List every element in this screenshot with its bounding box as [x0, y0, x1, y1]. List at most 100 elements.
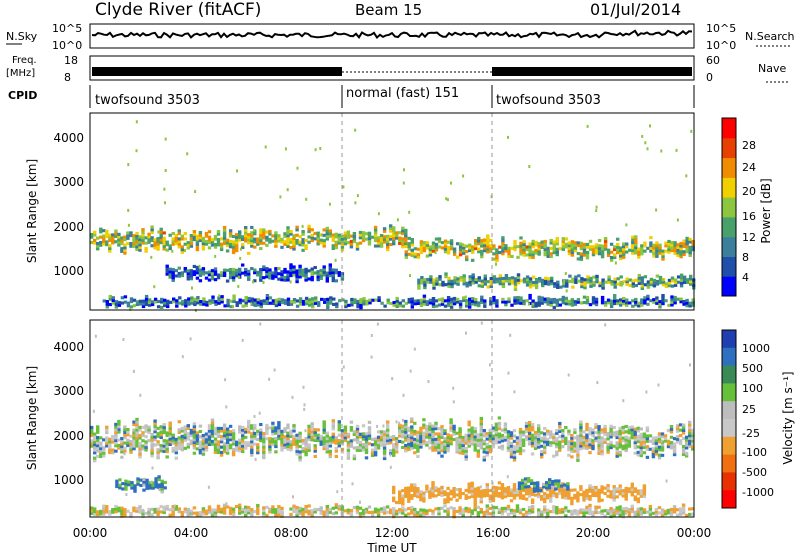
- heatmap-cell: [540, 510, 544, 514]
- heatmap-cell: [618, 440, 622, 444]
- heatmap-cell: [186, 445, 190, 449]
- heatmap-cell: [616, 302, 620, 306]
- heatmap-cell: [682, 252, 686, 256]
- heatmap-cell: [192, 270, 197, 274]
- heatmap-cell: [664, 299, 668, 303]
- heatmap-cell: [452, 430, 456, 434]
- heatmap-cell: [579, 420, 583, 424]
- heatmap-cell: [307, 432, 311, 436]
- heatmap-cell: [111, 448, 115, 452]
- heatmap-cell: [126, 236, 130, 240]
- heatmap-cell: [265, 437, 269, 441]
- heatmap-cell: [138, 507, 142, 511]
- heatmap-cell: [630, 428, 634, 432]
- heatmap-cell: [630, 482, 634, 486]
- heatmap-cell: [166, 305, 170, 309]
- heatmap-cell: [473, 448, 477, 452]
- heatmap-cell: [594, 491, 598, 495]
- heatmap-cell: [274, 442, 278, 446]
- heatmap-cell: [679, 241, 683, 245]
- heatmap-cell: [153, 300, 158, 304]
- xtick-1600: 16:00: [476, 526, 511, 540]
- heatmap-cell: [561, 490, 565, 494]
- heatmap-cell: [108, 451, 112, 455]
- vel-cbtick-m100: -100: [742, 446, 767, 459]
- heatmap-cell: [268, 437, 272, 441]
- heatmap-cell: [682, 300, 686, 304]
- heatmap-cell: [183, 430, 187, 434]
- heatmap-cell: [467, 436, 471, 440]
- date-title: 01/Jul/2014: [590, 0, 681, 19]
- heatmap-cell: [585, 436, 589, 440]
- heatmap-cell: [268, 447, 272, 451]
- heatmap-cell: [621, 444, 625, 448]
- heatmap-cell: [646, 297, 650, 301]
- heatmap-cell: [516, 278, 521, 282]
- heatmap-cell: [570, 455, 574, 459]
- heatmap-speckle: [207, 485, 210, 489]
- heatmap-cell: [531, 255, 535, 259]
- heatmap-cell: [530, 428, 535, 432]
- heatmap-cell: [165, 272, 169, 276]
- heatmap-speckle: [675, 148, 678, 152]
- x-axis-label: Time UT: [366, 541, 417, 554]
- heatmap-cell: [507, 279, 512, 283]
- heatmap-cell: [186, 442, 190, 446]
- heatmap-cell: [201, 272, 206, 276]
- heatmap-cell: [628, 278, 632, 282]
- heatmap-cell: [407, 244, 411, 248]
- heatmap-cell: [99, 441, 103, 445]
- heatmap-cell: [670, 243, 674, 247]
- heatmap-cell: [99, 243, 103, 247]
- heatmap-cell: [211, 300, 215, 304]
- heatmap-cell: [543, 500, 547, 504]
- heatmap-cell: [132, 431, 136, 435]
- heatmap-cell: [637, 304, 641, 308]
- heatmap-cell: [446, 298, 451, 302]
- heatmap-cell: [135, 439, 139, 443]
- heatmap-speckle: [646, 147, 649, 151]
- heatmap-cell: [165, 504, 169, 508]
- heatmap-cell: [129, 231, 133, 235]
- heatmap-cell: [639, 440, 643, 444]
- heatmap-cell: [444, 283, 448, 287]
- heatmap-cell: [669, 435, 674, 439]
- heatmap-cell: [413, 491, 417, 495]
- heatmap-cell: [615, 495, 619, 499]
- heatmap-cell: [120, 447, 124, 451]
- heatmap-cell: [434, 448, 438, 452]
- heatmap-cell: [464, 457, 468, 461]
- heatmap-speckle: [173, 449, 175, 453]
- heatmap-cell: [634, 235, 638, 239]
- heatmap-cell: [195, 240, 200, 244]
- heatmap-cell: [93, 443, 97, 447]
- heatmap-cell: [540, 487, 544, 491]
- heatmap-cell: [609, 443, 613, 447]
- heatmap-cell: [383, 304, 387, 308]
- heatmap-cell: [210, 269, 215, 273]
- heatmap-cell: [522, 240, 526, 244]
- heatmap-cell: [262, 450, 266, 454]
- heatmap-cell: [162, 242, 166, 246]
- heatmap-cell: [555, 508, 559, 512]
- heatmap-cell: [410, 425, 414, 429]
- heatmap-cell: [495, 248, 499, 252]
- heatmap-cell: [633, 438, 637, 442]
- heatmap-cell: [262, 506, 266, 510]
- heatmap-cell: [235, 238, 239, 242]
- heatmap-cell: [337, 271, 341, 275]
- heatmap-cell: [579, 487, 583, 491]
- heatmap-cell: [244, 513, 248, 517]
- heatmap-cell: [259, 231, 263, 235]
- heatmap-cell: [470, 492, 474, 496]
- heatmap-cell: [156, 507, 160, 511]
- heatmap-cell: [504, 274, 509, 278]
- heatmap-cell: [121, 482, 125, 486]
- heatmap-speckle: [305, 197, 308, 201]
- heatmap-cell: [401, 445, 405, 449]
- heatmap-cell: [202, 302, 206, 306]
- heatmap-speckle: [125, 493, 128, 496]
- heatmap-cell: [392, 496, 396, 500]
- heatmap-cell: [337, 420, 341, 424]
- heatmap-speckle: [254, 457, 257, 461]
